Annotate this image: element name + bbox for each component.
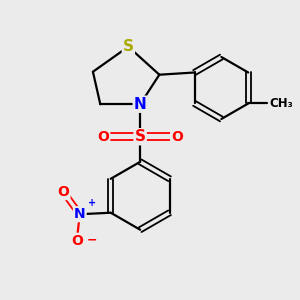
Text: O: O bbox=[171, 130, 183, 144]
Text: N: N bbox=[74, 207, 85, 221]
Text: O: O bbox=[71, 234, 83, 248]
Text: N: N bbox=[134, 97, 146, 112]
Text: CH₃: CH₃ bbox=[270, 97, 293, 110]
Text: +: + bbox=[88, 198, 96, 208]
Text: O: O bbox=[58, 185, 70, 199]
Text: S: S bbox=[135, 129, 146, 144]
Text: S: S bbox=[123, 39, 134, 54]
Text: −: − bbox=[86, 233, 97, 246]
Text: O: O bbox=[97, 130, 109, 144]
